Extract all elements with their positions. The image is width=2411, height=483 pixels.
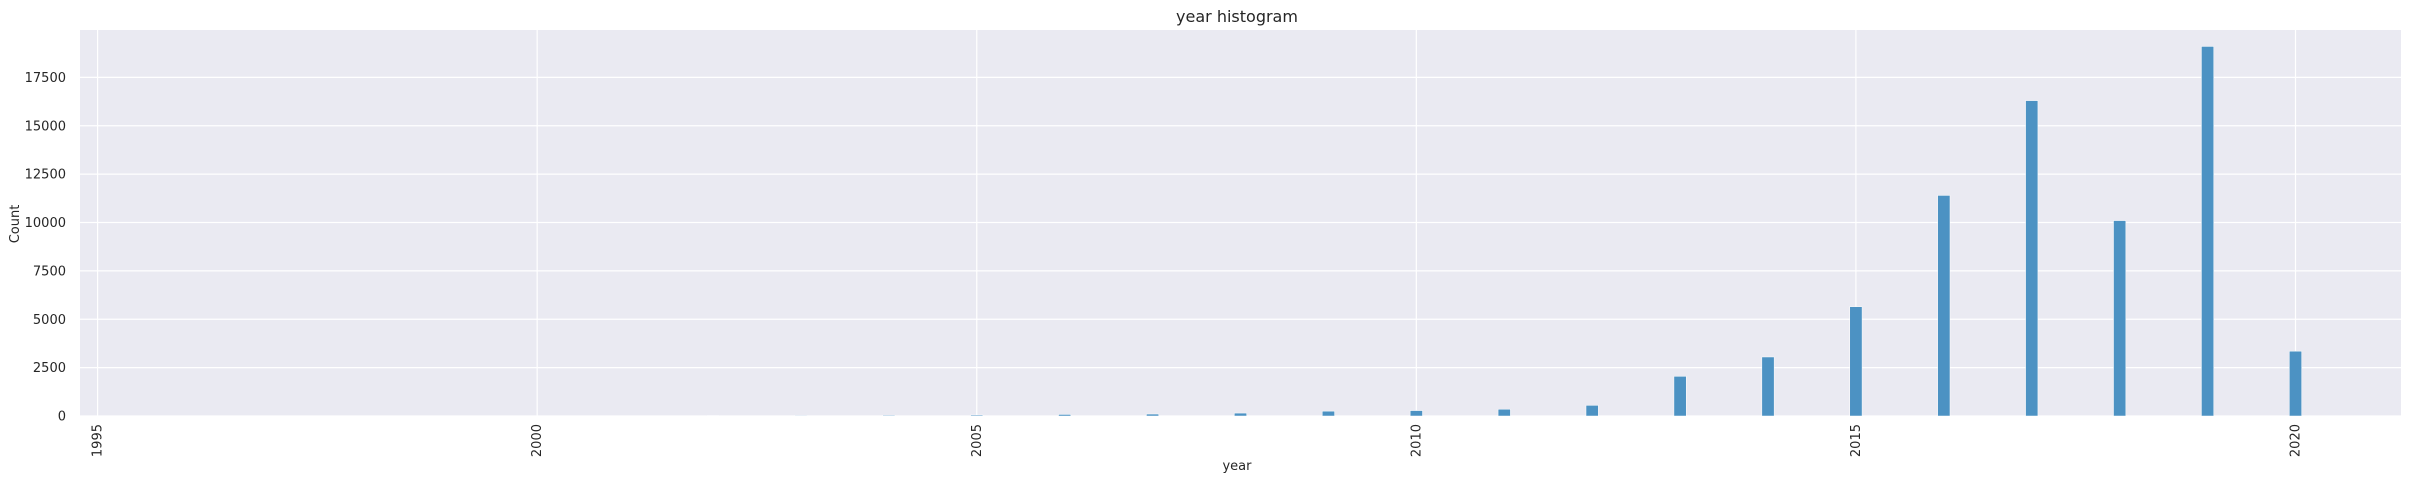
histogram-bar-2016 (1937, 195, 1951, 417)
y-tick-label: 17500 (25, 71, 66, 86)
histogram-bar-2013 (1673, 376, 1687, 417)
histogram-bar-2020 (2289, 350, 2302, 417)
histogram-bar-2011 (1497, 408, 1511, 417)
histogram-bar-2015 (1849, 306, 1863, 417)
grid-lines (80, 30, 2401, 417)
y-tick-label: 2500 (33, 361, 66, 376)
histogram-bar-2009 (1322, 410, 1335, 417)
histogram-bar-2004 (882, 414, 896, 417)
x-tick-label: 2005 (970, 424, 985, 457)
y-tick-label: 5000 (33, 313, 66, 328)
x-tick-label: 2010 (1409, 424, 1424, 457)
histogram-bar-2005 (970, 414, 984, 417)
y-tick-labels: 0 2500 5000 7500 10000 12500 15000 17500 (25, 71, 66, 425)
y-axis-label: Count (8, 205, 23, 244)
x-axis-label: year (1222, 459, 1252, 474)
y-tick-label: 15000 (25, 119, 66, 134)
histogram-bar-2014 (1761, 356, 1775, 417)
y-tick-label: 7500 (33, 264, 66, 279)
histogram-bar-2003 (794, 415, 808, 417)
bars-group (706, 46, 2302, 417)
x-tick-label: 2000 (530, 424, 545, 457)
x-tick-label: 1995 (91, 424, 106, 457)
histogram-bar-2019 (2201, 46, 2214, 417)
x-tick-label: 2015 (1849, 424, 1864, 457)
x-tick-label: 2020 (2289, 424, 2304, 457)
histogram-bar-2006 (1058, 414, 1072, 417)
histogram-bar-2010 (1409, 410, 1423, 417)
histogram-bar-2018 (2113, 220, 2127, 417)
histogram-bar-2012 (1585, 405, 1599, 417)
x-tick-labels: 1995 2000 2005 2010 2015 2020 (91, 424, 2304, 457)
y-tick-label: 10000 (25, 216, 66, 231)
y-tick-label: 0 (58, 410, 66, 425)
histogram-bar-2007 (1146, 413, 1159, 417)
chart-title: year histogram (1176, 7, 1298, 26)
histogram-bar-2008 (1234, 412, 1247, 417)
y-tick-label: 12500 (25, 168, 66, 183)
histogram-bar-2017 (2025, 100, 2039, 417)
